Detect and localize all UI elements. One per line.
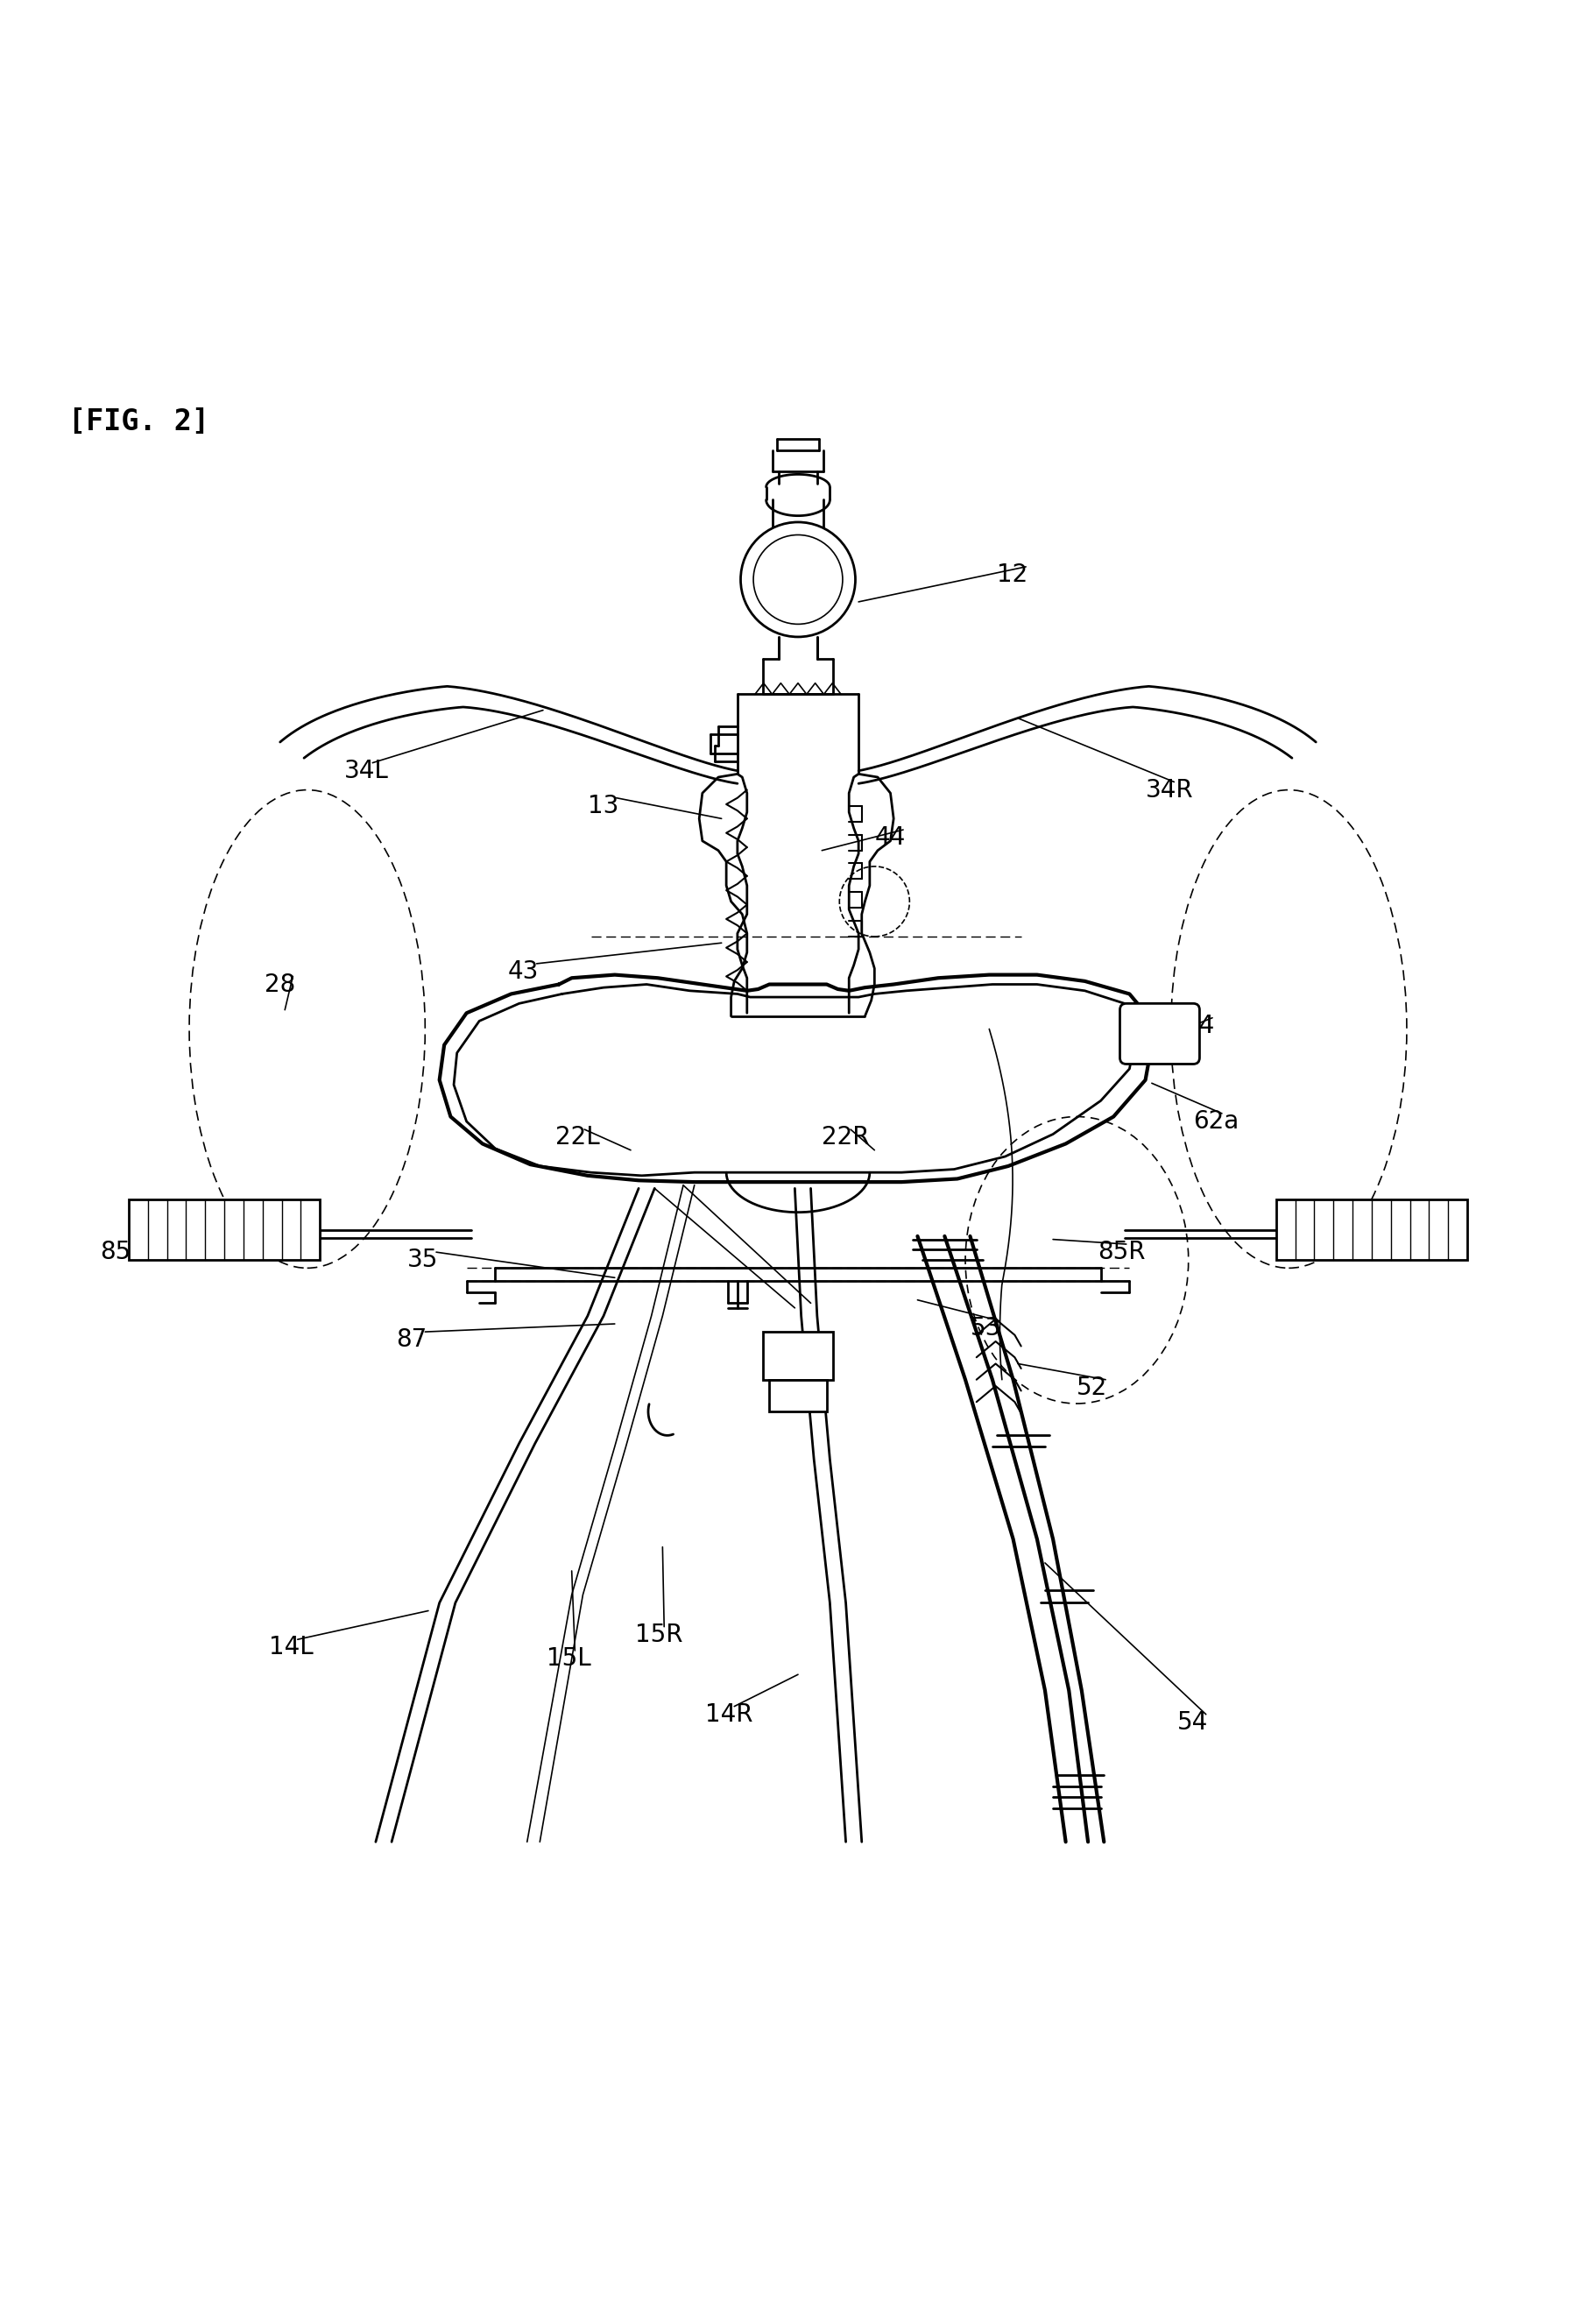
Bar bbox=[1277, 1200, 1467, 1261]
Text: [FIG. 2]: [FIG. 2] bbox=[69, 407, 209, 437]
Text: 12: 12 bbox=[998, 562, 1028, 588]
Text: 14L: 14L bbox=[270, 1635, 313, 1661]
Bar bbox=[129, 1200, 319, 1261]
Text: 85L: 85L bbox=[101, 1240, 145, 1265]
Circle shape bbox=[741, 523, 855, 636]
FancyBboxPatch shape bbox=[1120, 1004, 1200, 1064]
Text: 14R: 14R bbox=[705, 1702, 753, 1725]
Text: 34R: 34R bbox=[1146, 777, 1194, 803]
Text: 84: 84 bbox=[1184, 1013, 1215, 1039]
Text: 44: 44 bbox=[875, 826, 905, 849]
Text: 43: 43 bbox=[508, 960, 539, 983]
Text: 87: 87 bbox=[396, 1328, 428, 1353]
Text: 54: 54 bbox=[1178, 1709, 1208, 1735]
Bar bbox=[769, 1379, 827, 1411]
Text: 15R: 15R bbox=[635, 1621, 683, 1647]
Text: 52: 52 bbox=[1077, 1376, 1108, 1399]
Text: 22L: 22L bbox=[555, 1124, 600, 1150]
Text: 34L: 34L bbox=[343, 759, 388, 784]
Text: 15L: 15L bbox=[546, 1647, 591, 1670]
Bar bbox=[763, 1332, 833, 1379]
Text: 85R: 85R bbox=[1098, 1240, 1146, 1265]
Text: 13: 13 bbox=[587, 793, 619, 819]
Text: 53: 53 bbox=[970, 1316, 1001, 1342]
Circle shape bbox=[753, 534, 843, 625]
Text: 28: 28 bbox=[265, 971, 295, 997]
Text: 22R: 22R bbox=[822, 1124, 870, 1150]
Text: 62a: 62a bbox=[1194, 1110, 1238, 1133]
Text: 35: 35 bbox=[407, 1247, 439, 1272]
